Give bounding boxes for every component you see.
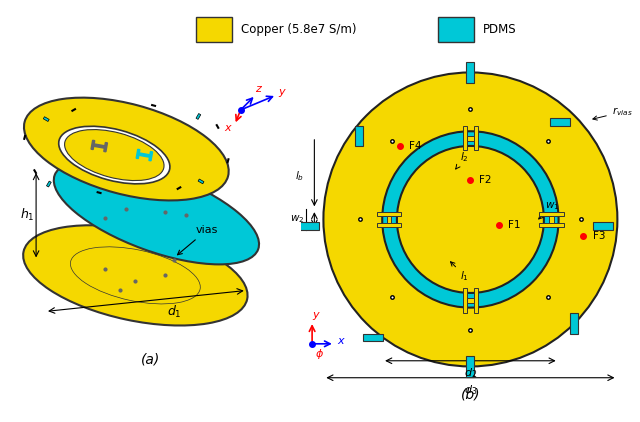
Polygon shape: [540, 212, 564, 216]
Bar: [196, 17, 232, 42]
Text: $d_1$: $d_1$: [167, 303, 182, 319]
Bar: [299, 222, 319, 230]
Bar: [550, 118, 570, 126]
Polygon shape: [136, 149, 140, 159]
Polygon shape: [376, 212, 401, 216]
Bar: [355, 126, 362, 146]
Ellipse shape: [65, 130, 164, 181]
Text: PDMS: PDMS: [483, 23, 517, 36]
Bar: [198, 179, 204, 184]
Text: Copper (5.8e7 S/m): Copper (5.8e7 S/m): [241, 23, 356, 36]
Polygon shape: [149, 151, 152, 161]
Bar: [47, 181, 51, 187]
Text: $d_3$: $d_3$: [464, 383, 477, 397]
Ellipse shape: [54, 160, 259, 265]
Text: F2: F2: [479, 175, 492, 185]
Text: F1: F1: [508, 220, 520, 230]
Text: F4: F4: [410, 141, 422, 151]
Polygon shape: [463, 126, 467, 151]
Polygon shape: [467, 135, 474, 141]
Text: $x$: $x$: [337, 336, 346, 346]
Ellipse shape: [24, 97, 228, 200]
Bar: [438, 17, 474, 42]
Polygon shape: [474, 288, 478, 313]
Text: F3: F3: [593, 231, 605, 241]
Bar: [362, 333, 383, 341]
Polygon shape: [474, 126, 478, 151]
Polygon shape: [549, 216, 554, 223]
Ellipse shape: [23, 225, 248, 325]
Text: $d_2$: $d_2$: [464, 366, 477, 380]
Bar: [467, 356, 474, 376]
Text: $y$: $y$: [312, 310, 321, 322]
Ellipse shape: [59, 126, 170, 184]
Ellipse shape: [70, 247, 200, 304]
Text: $\phi$: $\phi$: [316, 347, 324, 361]
Text: $w_2$: $w_2$: [290, 214, 304, 225]
Bar: [593, 222, 613, 230]
Polygon shape: [93, 144, 105, 148]
Text: $r_{vias}$: $r_{vias}$: [593, 106, 632, 120]
Circle shape: [397, 146, 544, 293]
Text: $w_1$: $w_1$: [539, 200, 559, 219]
Text: $l_2$: $l_2$: [456, 150, 469, 169]
Polygon shape: [91, 140, 95, 149]
Polygon shape: [387, 216, 392, 223]
Text: $l_1$: $l_1$: [451, 262, 469, 283]
Text: $z$: $z$: [255, 84, 263, 94]
Bar: [570, 313, 579, 333]
Text: $l_b$: $l_b$: [295, 170, 304, 184]
Bar: [467, 62, 474, 83]
Polygon shape: [540, 223, 564, 227]
Polygon shape: [467, 298, 474, 303]
Text: $x$: $x$: [224, 123, 233, 133]
Text: (b): (b): [461, 388, 480, 402]
Text: $h_1$: $h_1$: [20, 207, 35, 223]
Polygon shape: [376, 223, 401, 227]
Text: vias: vias: [177, 225, 218, 255]
Circle shape: [323, 73, 618, 366]
Circle shape: [382, 131, 559, 308]
Text: (a): (a): [141, 353, 160, 367]
Polygon shape: [104, 143, 108, 152]
Bar: [196, 114, 201, 119]
Polygon shape: [139, 153, 150, 157]
Text: $y$: $y$: [278, 87, 287, 99]
Bar: [44, 117, 49, 122]
Polygon shape: [463, 288, 467, 313]
